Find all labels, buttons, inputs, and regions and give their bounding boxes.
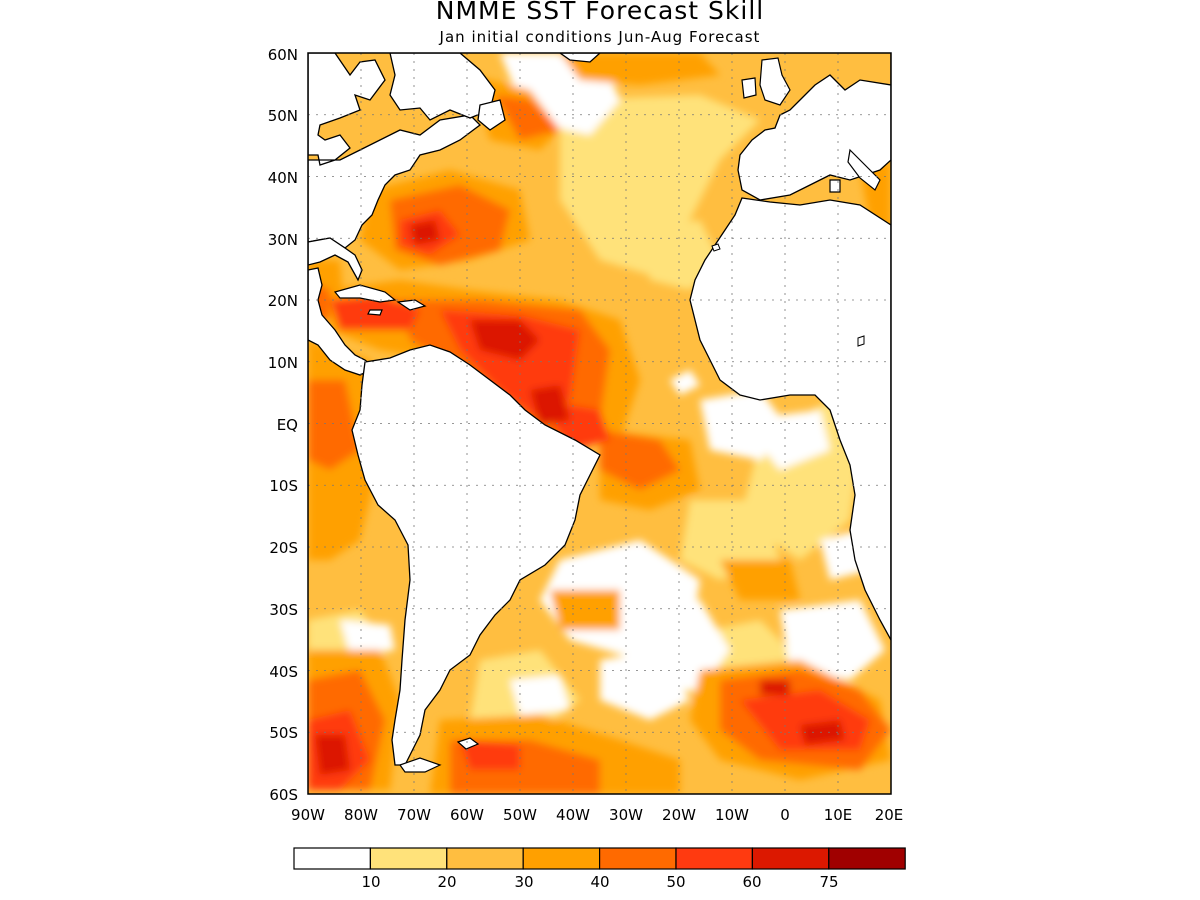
lon-label: 50W	[503, 806, 537, 824]
colorbar-swatch	[446, 847, 524, 870]
lon-label: 90W	[291, 806, 325, 824]
africa-land	[689, 197, 891, 641]
lon-label: 10E	[824, 806, 853, 824]
lon-label: 30W	[609, 806, 643, 824]
lon-label: 40W	[556, 806, 590, 824]
lon-label: 20W	[662, 806, 696, 824]
greenland-land	[558, 53, 601, 63]
colorbar-labels: 10 20 30 40 50 60 75	[361, 873, 838, 891]
colorbar-label: 60	[742, 873, 761, 891]
newfoundland-land	[477, 99, 506, 131]
colorbar-swatch	[369, 847, 448, 870]
colorbar-label: 50	[666, 873, 685, 891]
lon-label: 70W	[397, 806, 431, 824]
italy-land	[847, 148, 881, 191]
colorbar-label: 20	[437, 873, 456, 891]
jamaica-land	[367, 309, 383, 316]
british-isles-land	[759, 57, 791, 106]
lon-label: 60W	[450, 806, 484, 824]
falklands-land	[456, 737, 480, 750]
lat-label: 60N	[268, 46, 298, 64]
lat-label: 40S	[269, 663, 298, 681]
land-masses	[308, 53, 891, 773]
lat-label: 20S	[269, 539, 298, 557]
colorbar-label: 30	[514, 873, 533, 891]
lon-label: 0	[780, 806, 790, 824]
lon-label: 80W	[344, 806, 378, 824]
central-america-land	[308, 267, 377, 376]
lat-label: EQ	[277, 416, 298, 434]
lon-label: 20E	[875, 806, 904, 824]
lat-label: 10S	[269, 477, 298, 495]
lat-label: 50S	[269, 724, 298, 742]
colorbar-swatch	[751, 847, 830, 870]
hispaniola-land	[396, 299, 427, 311]
cape-verde-islands	[857, 335, 865, 347]
lat-label: 20N	[268, 292, 298, 310]
colorbar-boxes	[293, 847, 906, 870]
tierra-del-fuego-land	[399, 757, 442, 773]
colorbar-swatch	[522, 847, 601, 870]
gulf-coast-land	[308, 237, 363, 282]
labrador-land	[389, 53, 496, 121]
gridlines	[308, 53, 891, 794]
colorbar-swatch	[293, 847, 372, 870]
ireland-land	[741, 77, 757, 99]
lat-label: 30N	[268, 231, 298, 249]
colorbar: 10 20 30 40 50 60 75	[293, 847, 906, 891]
cuba-land	[333, 284, 397, 303]
map-frame	[307, 52, 892, 795]
colorbar-swatch	[598, 847, 677, 870]
lat-label: 40N	[268, 169, 298, 187]
lat-axis: 60N 50N 40N 30N 20N 10N EQ 10S 20S 30S 4…	[268, 46, 298, 804]
canary-islands	[711, 243, 721, 252]
mediterranean-island	[829, 179, 841, 193]
lat-label: 60S	[269, 786, 298, 804]
colorbar-swatch	[828, 847, 906, 870]
colorbar-swatch	[675, 847, 754, 870]
lat-label: 30S	[269, 601, 298, 619]
map-subtitle: Jan initial conditions Jun-Aug Forecast	[439, 28, 761, 46]
map-title: NMME SST Forecast Skill	[435, 0, 765, 25]
lat-label: 10N	[268, 354, 298, 372]
colorbar-label: 10	[361, 873, 380, 891]
colorbar-label: 40	[590, 873, 609, 891]
south-america-land	[351, 344, 601, 766]
colorbar-label: 75	[819, 873, 838, 891]
lon-label: 10W	[715, 806, 749, 824]
lat-label: 50N	[268, 107, 298, 125]
lon-axis: 90W 80W 70W 60W 50W 40W 30W 20W 10W 0 10…	[291, 806, 903, 824]
